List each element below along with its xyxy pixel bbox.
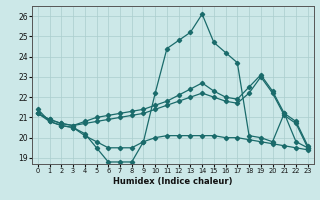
X-axis label: Humidex (Indice chaleur): Humidex (Indice chaleur)	[113, 177, 233, 186]
